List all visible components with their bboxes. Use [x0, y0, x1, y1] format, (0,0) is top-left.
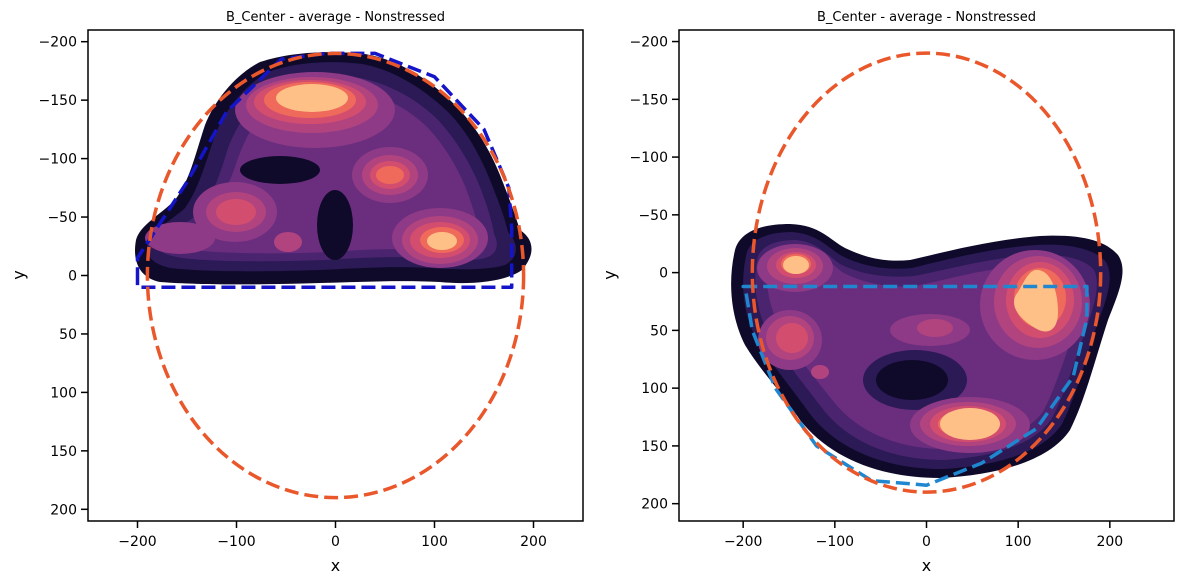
left-fitted-boundary	[135, 51, 514, 289]
right-chart-panel: B_Center - average - Nonstressed	[600, 10, 1175, 575]
right-overlay	[741, 51, 1103, 494]
left-y-tick-label: 100	[50, 385, 77, 401]
left-chart-title: B_Center - average - Nonstressed	[226, 10, 445, 25]
left-y-tick-label: 150	[50, 444, 77, 460]
right-y-axis-label: y	[600, 270, 619, 279]
left-x-tick-label: −200	[118, 534, 156, 550]
right-kde-density	[731, 224, 1123, 478]
right-density-blob	[940, 408, 1000, 440]
right-y-tick-label: 200	[641, 497, 668, 513]
right-y-tick-label: −150	[630, 92, 668, 108]
right-density-blob	[811, 365, 829, 379]
right-fitted-boundary	[741, 284, 1089, 487]
right-chart-title: B_Center - average - Nonstressed	[817, 10, 1036, 25]
right-density-blob	[876, 360, 948, 400]
left-x-tick-label: 200	[520, 534, 547, 550]
right-x-tick-label: 0	[922, 534, 931, 550]
right-density-blob	[783, 256, 809, 274]
left-y-axis-label: y	[9, 270, 28, 279]
right-y-tick-label: 50	[650, 323, 668, 339]
left-x-axis-label: x	[331, 556, 340, 575]
right-density-blob	[776, 323, 808, 353]
left-density-blob	[317, 190, 353, 260]
right-y-tick-label: 100	[641, 381, 668, 397]
right-axes-ticks: −200 −100 0 100 200 −200 −150 −100 −50 0 50 100 150 2…	[630, 35, 1124, 550]
left-y-tick-label: 200	[50, 502, 77, 518]
left-y-tick-label: 50	[59, 327, 77, 343]
left-kde-density	[135, 52, 532, 285]
left-axes-ticks: −200 −100 0 100 200 −200 −150 −100 −50 0 50 100 150 2…	[39, 35, 547, 550]
right-density-blob	[917, 319, 953, 337]
right-x-tick-label: 100	[1005, 534, 1032, 550]
left-y-tick-label: −200	[39, 35, 77, 51]
right-reference-ellipse	[750, 51, 1103, 494]
right-y-tick-label: 150	[641, 439, 668, 455]
left-y-tick-label: −50	[47, 210, 77, 226]
left-x-tick-label: 100	[421, 534, 448, 550]
right-y-tick-label: 0	[659, 266, 668, 282]
left-y-tick-label: −150	[39, 93, 77, 109]
left-density-blob	[274, 232, 302, 252]
right-y-tick-label: −100	[630, 150, 668, 166]
right-x-axis-label: x	[922, 556, 931, 575]
right-y-tick-label: −50	[638, 208, 668, 224]
right-x-tick-label: −200	[724, 534, 762, 550]
left-chart-panel: B_Center - average - Nonstressed	[9, 10, 584, 575]
left-y-tick-label: −100	[39, 152, 77, 168]
left-density-blob	[240, 156, 320, 184]
left-x-tick-label: 0	[331, 534, 340, 550]
left-density-blob	[276, 84, 348, 112]
left-x-tick-label: −100	[217, 534, 255, 550]
left-y-tick-label: 0	[68, 269, 77, 285]
right-x-tick-label: −100	[816, 534, 854, 550]
right-y-tick-label: −200	[630, 35, 668, 51]
left-overlay	[135, 51, 526, 500]
left-reference-ellipse	[145, 51, 526, 500]
left-density-blob	[216, 199, 256, 225]
left-density-blob	[427, 232, 457, 250]
left-density-blob	[145, 222, 215, 254]
right-x-tick-label: 200	[1096, 534, 1123, 550]
left-density-blob	[376, 166, 404, 184]
